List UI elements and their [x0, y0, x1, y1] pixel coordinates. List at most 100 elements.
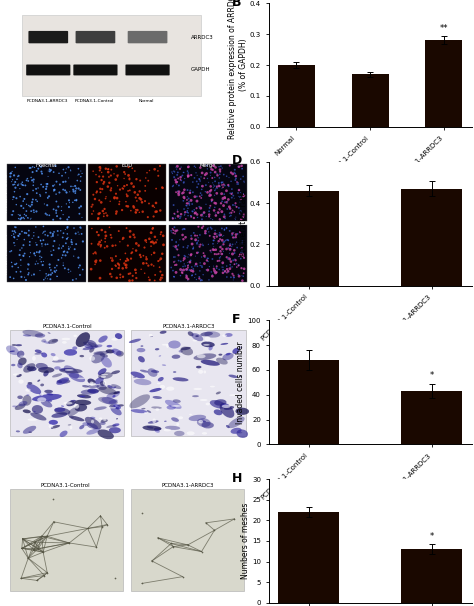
- Point: [184, 211, 192, 221]
- Point: [213, 184, 221, 193]
- Ellipse shape: [35, 333, 45, 338]
- Point: [215, 162, 223, 171]
- Point: [237, 192, 244, 202]
- Point: [172, 226, 180, 236]
- Ellipse shape: [12, 405, 18, 407]
- Point: [223, 186, 230, 196]
- Point: [27, 173, 35, 182]
- Point: [18, 573, 25, 583]
- Point: [207, 248, 215, 258]
- Ellipse shape: [144, 412, 147, 414]
- Point: [219, 239, 227, 249]
- Point: [216, 204, 223, 214]
- Point: [187, 211, 195, 221]
- Point: [33, 166, 40, 176]
- Point: [180, 196, 187, 205]
- Point: [30, 231, 37, 241]
- Point: [214, 238, 221, 248]
- Point: [157, 273, 165, 282]
- Ellipse shape: [87, 385, 99, 388]
- Point: [216, 165, 224, 175]
- Point: [77, 224, 85, 233]
- Point: [25, 176, 32, 186]
- Point: [25, 230, 33, 240]
- Point: [193, 239, 201, 248]
- Point: [10, 227, 18, 236]
- Ellipse shape: [106, 391, 119, 398]
- Point: [234, 188, 242, 198]
- Ellipse shape: [140, 370, 148, 373]
- Point: [30, 270, 38, 279]
- Point: [55, 202, 62, 211]
- Point: [235, 162, 242, 171]
- Ellipse shape: [109, 404, 115, 408]
- Point: [44, 171, 52, 181]
- Point: [18, 227, 26, 236]
- Ellipse shape: [53, 356, 59, 361]
- Bar: [401, 188, 463, 285]
- Point: [182, 201, 190, 210]
- Point: [176, 189, 183, 199]
- Ellipse shape: [133, 376, 136, 378]
- Point: [238, 249, 246, 259]
- Point: [203, 161, 211, 170]
- Ellipse shape: [107, 385, 113, 388]
- Point: [142, 173, 149, 183]
- Point: [158, 182, 166, 192]
- Ellipse shape: [209, 345, 213, 350]
- Point: [36, 251, 44, 261]
- Point: [180, 235, 187, 244]
- Point: [12, 259, 19, 269]
- Point: [14, 181, 22, 190]
- Point: [178, 265, 186, 275]
- Point: [173, 177, 181, 187]
- Point: [9, 167, 16, 176]
- Ellipse shape: [70, 426, 73, 430]
- Point: [188, 239, 196, 249]
- Point: [101, 243, 109, 253]
- Point: [180, 178, 188, 187]
- Point: [39, 256, 47, 266]
- Ellipse shape: [68, 407, 80, 416]
- Point: [120, 167, 128, 177]
- Point: [188, 250, 195, 259]
- Point: [55, 168, 63, 178]
- Point: [221, 224, 228, 234]
- Point: [221, 266, 229, 276]
- Point: [223, 264, 231, 274]
- Point: [193, 210, 201, 219]
- Point: [188, 266, 195, 276]
- Point: [171, 173, 178, 182]
- Point: [211, 176, 219, 186]
- Ellipse shape: [224, 406, 234, 410]
- Point: [191, 208, 199, 218]
- Point: [183, 201, 191, 211]
- Point: [9, 210, 16, 220]
- Point: [110, 193, 118, 203]
- Point: [180, 242, 187, 252]
- Point: [7, 171, 14, 181]
- Ellipse shape: [137, 348, 146, 352]
- Ellipse shape: [95, 344, 102, 347]
- Point: [39, 235, 47, 245]
- Point: [209, 239, 217, 248]
- Point: [95, 230, 102, 240]
- Ellipse shape: [160, 331, 166, 334]
- Point: [50, 517, 58, 527]
- Text: PCDNA3.1-ARRDC3: PCDNA3.1-ARRDC3: [161, 483, 213, 488]
- Ellipse shape: [94, 407, 107, 410]
- Point: [216, 181, 224, 191]
- Point: [209, 245, 217, 255]
- Point: [119, 233, 127, 243]
- Point: [207, 168, 214, 178]
- Ellipse shape: [82, 385, 89, 388]
- Point: [207, 201, 214, 211]
- Point: [132, 193, 139, 202]
- Point: [26, 252, 33, 262]
- Text: B: B: [232, 0, 242, 8]
- Point: [206, 231, 214, 241]
- Point: [213, 182, 220, 191]
- Point: [176, 235, 183, 245]
- Point: [211, 266, 219, 276]
- Point: [88, 202, 95, 211]
